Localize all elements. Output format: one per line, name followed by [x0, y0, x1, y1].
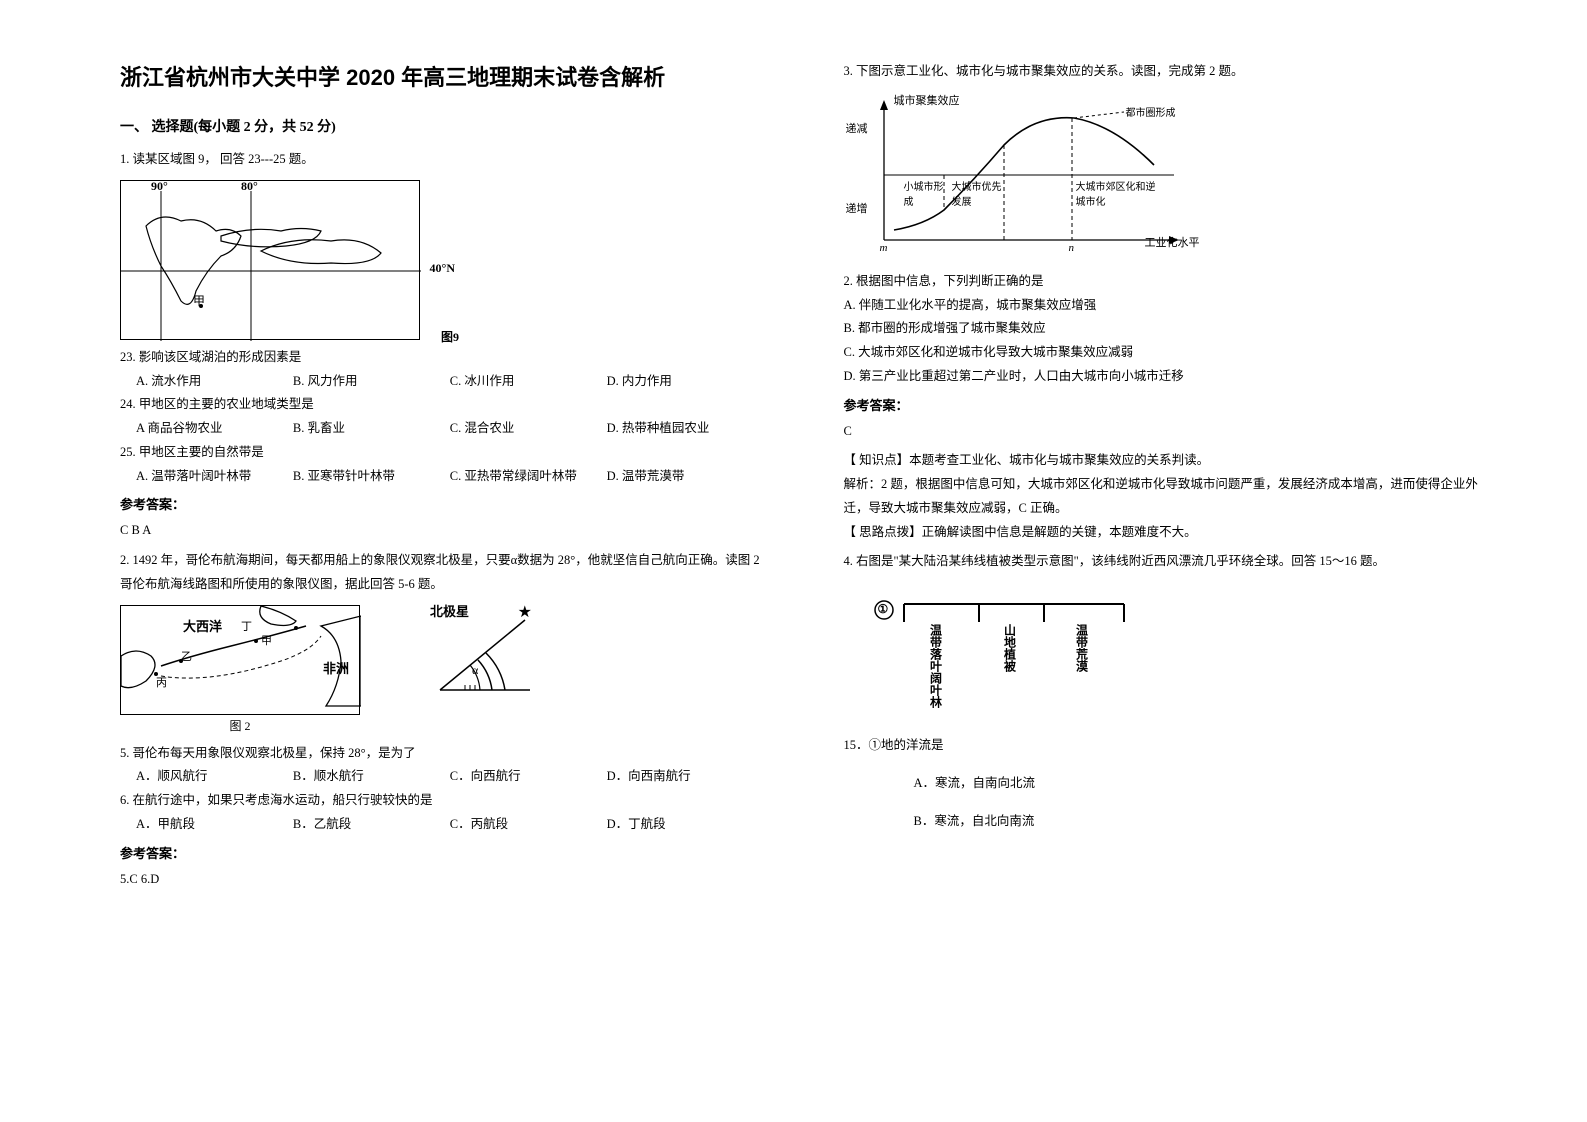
fig1-label-40n: 40°N — [430, 261, 455, 276]
q3-tip: 【 思路点拨】正确解读图中信息是解题的关键，本题难度不大。 — [844, 521, 1488, 545]
q3-sub2: 2. 根据图中信息，下列判断正确的是 — [844, 270, 1488, 294]
opt-b: B. 乳畜业 — [293, 417, 450, 441]
q1-ans-label: 参考答案： — [120, 494, 764, 513]
map-jia: 甲 — [261, 632, 272, 648]
q3-optA: A. 伴随工业化水平的提高，城市聚集效应增强 — [844, 294, 1488, 318]
q2-caption: 图 2 — [120, 717, 360, 734]
q3-ans-label: 参考答案： — [844, 395, 1488, 414]
map-africa: 非洲 — [323, 658, 349, 677]
chart-l2: 大城市优先发展 — [952, 178, 1008, 208]
opt-b: B. 亚寒带针叶林带 — [293, 465, 450, 489]
chart-ytitle: 城市聚集效应 — [894, 92, 960, 108]
q1-sub23: 23. 影响该区域湖泊的形成因素是 — [120, 346, 764, 370]
chart-l3: 大城市郊区化和逆城市化 — [1076, 178, 1156, 208]
opt-c: C. 亚热带常绿阔叶林带 — [450, 465, 607, 489]
q3-analysis: 解析：2 题，根据图中信息可知，大城市郊区化和逆城市化导致城市问题严重，发展经济… — [844, 473, 1488, 521]
fig1-label-90: 90° — [151, 179, 168, 194]
q2-sub6: 6. 在航行途中，如果只考虑海水运动，船只行驶较快的是 — [120, 789, 764, 813]
opt-d: D. 温带荒漠带 — [607, 465, 764, 489]
q2-ans: 5.C 6.D — [120, 868, 764, 892]
q2-figures: 大西洋 非洲 甲 乙 丙 丁 图 2 ★ 北极星 α — [120, 605, 764, 734]
opt-a: A 商品谷物农业 — [136, 417, 293, 441]
opt-a: A. 流水作用 — [136, 370, 293, 394]
map-ding: 丁 — [241, 618, 252, 634]
q1-sub25: 25. 甲地区主要的自然带是 — [120, 441, 764, 465]
q4-figure: ① 温带落叶阔叶林 山地植被 温带荒漠 — [874, 584, 1144, 724]
opt-c: C. 混合农业 — [450, 417, 607, 441]
q4-sub15: 15．①地的洋流是 — [844, 734, 1488, 758]
chart-ybot: 递增 — [846, 200, 870, 216]
fig1-label-80: 80° — [241, 179, 258, 194]
q3-chart: 城市聚集效应 递减 递增 m n 工业化水平 小城市形成 大城市优先发展 大城市… — [844, 90, 1204, 260]
q1-opts23: A. 流水作用 B. 风力作用 C. 冰川作用 D. 内力作用 — [136, 370, 764, 394]
q1-ans: C B A — [120, 519, 764, 543]
fig4-v3: 温带荒漠 — [1074, 624, 1091, 672]
q3-knowledge: 【 知识点】本题考查工业化、城市化与城市聚集效应的关系判读。 — [844, 449, 1488, 473]
q4-stem: 4. 右图是"某大陆沿某纬线植被类型示意图"，该纬线附近西风漂流几乎环绕全球。回… — [844, 550, 1488, 574]
q3-optC: C. 大城市郊区化和逆城市化导致大城市聚集效应减弱 — [844, 341, 1488, 365]
map-yi: 乙 — [181, 648, 192, 664]
opt-d: D．向西南航行 — [607, 765, 764, 789]
opt-a: A．顺风航行 — [136, 765, 293, 789]
q1-opts24: A 商品谷物农业 B. 乳畜业 C. 混合农业 D. 热带种植园农业 — [136, 417, 764, 441]
q1-figure: 90° 80° 40°N 图9 甲 — [120, 180, 420, 340]
q3-optB: B. 都市圈的形成增强了城市聚集效应 — [844, 317, 1488, 341]
q2-opts5: A．顺风航行 B．顺水航行 C．向西航行 D．向西南航行 — [136, 765, 764, 789]
star-label: 北极星 — [430, 601, 469, 620]
fig4-v1: 温带落叶阔叶林 — [928, 624, 945, 708]
left-column: 浙江省杭州市大关中学 2020 年高三地理期末试卷含解析 一、 选择题(每小题 … — [100, 60, 804, 1082]
q1-opts25: A. 温带落叶阔叶林带 B. 亚寒带针叶林带 C. 亚热带常绿阔叶林带 D. 温… — [136, 465, 764, 489]
fig1-jia: 甲 — [193, 292, 205, 309]
q2-ans-label: 参考答案： — [120, 843, 764, 862]
section-heading: 一、 选择题(每小题 2 分，共 52 分) — [120, 116, 764, 136]
opt-d: D. 热带种植园农业 — [607, 417, 764, 441]
chart-xm: m — [880, 242, 888, 254]
q3-ans: C — [844, 420, 1488, 444]
chart-ytop: 递减 — [846, 120, 870, 136]
chart-xtitle: 工业化水平 — [1145, 234, 1200, 250]
q2-sub5: 5. 哥伦布每天用象限仪观察北极星，保持 28°，是为了 — [120, 742, 764, 766]
alpha-label: α — [472, 663, 478, 678]
chart-l1: 小城市形成 — [904, 178, 948, 208]
page-title: 浙江省杭州市大关中学 2020 年高三地理期末试卷含解析 — [120, 60, 764, 92]
opt-c: C. 冰川作用 — [450, 370, 607, 394]
chart-xn: n — [1069, 242, 1075, 254]
q3-stem: 3. 下图示意工业化、城市化与城市聚集效应的关系。读图，完成第 2 题。 — [844, 60, 1488, 84]
q2-quadrant: ★ 北极星 α — [420, 605, 540, 695]
fig4-circle1: ① — [878, 602, 889, 617]
opt-c: C．向西航行 — [450, 765, 607, 789]
q2-stem: 2. 1492 年，哥伦布航海期间，每天都用船上的象限仪观察北极星，只要α数据为… — [120, 549, 764, 597]
q4-optA: A．寒流，自南向北流 — [914, 772, 1488, 796]
opt-a: A．甲航段 — [136, 813, 293, 837]
opt-d: D. 内力作用 — [607, 370, 764, 394]
opt-b: B．乙航段 — [293, 813, 450, 837]
q1-stem: 1. 读某区域图 9， 回答 23---25 题。 — [120, 148, 764, 172]
map-bing: 丙 — [156, 674, 167, 690]
fig4-v2: 山地植被 — [1002, 624, 1019, 672]
q2-opts6: A．甲航段 B．乙航段 C．丙航段 D．丁航段 — [136, 813, 764, 837]
opt-c: C．丙航段 — [450, 813, 607, 837]
q1-sub24: 24. 甲地区的主要的农业地域类型是 — [120, 393, 764, 417]
svg-text:★: ★ — [518, 605, 532, 621]
chart-l4: 都市圈形成 — [1126, 104, 1176, 119]
map-atlantic: 大西洋 — [183, 616, 222, 635]
q3-optD: D. 第三产业比重超过第二产业时，人口由大城市向小城市迁移 — [844, 365, 1488, 389]
q2-map: 大西洋 非洲 甲 乙 丙 丁 — [120, 605, 360, 715]
opt-b: B．顺水航行 — [293, 765, 450, 789]
opt-a: A. 温带落叶阔叶林带 — [136, 465, 293, 489]
opt-d: D．丁航段 — [607, 813, 764, 837]
opt-b: B. 风力作用 — [293, 370, 450, 394]
right-column: 3. 下图示意工业化、城市化与城市聚集效应的关系。读图，完成第 2 题。 城市聚… — [804, 60, 1508, 1082]
q4-optB: B．寒流，自北向南流 — [914, 810, 1488, 834]
fig1-label-tu9: 图9 — [441, 328, 459, 345]
